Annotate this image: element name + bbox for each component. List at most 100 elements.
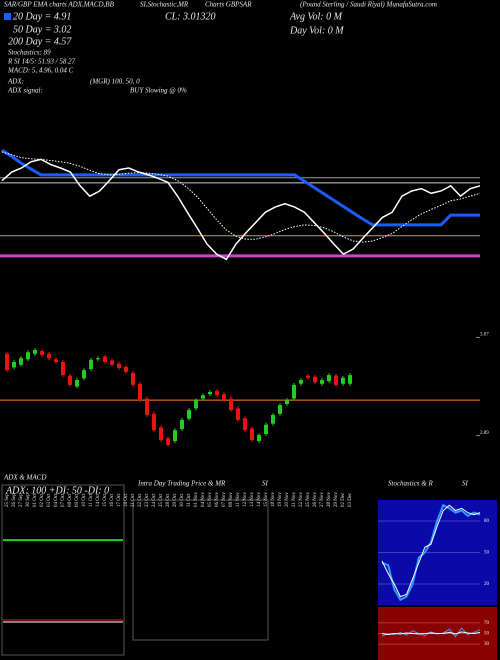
legend-entry: 50 Day = 3.02 <box>13 24 71 35</box>
title-mid: SI,Stochastic,MR <box>140 1 189 9</box>
y-tick-label: 30 <box>484 642 490 647</box>
y-tick-label: 3.07 <box>480 333 489 338</box>
y-tick-label: 20 <box>484 582 490 587</box>
x-tick-label: 11 Oct <box>89 493 94 507</box>
x-tick-label: 26 Nov <box>313 492 318 507</box>
candle-body <box>131 372 135 385</box>
y-tick-label: 50 <box>484 551 490 556</box>
candle-body <box>313 376 317 383</box>
adx-label: ADX: <box>7 78 24 86</box>
adx-title: ADX & MACD <box>3 474 46 482</box>
title-left: SAR/GBP EMA charts ADX,MACD,BB <box>4 1 115 9</box>
day-volume: Day Vol: 0 M <box>289 25 344 36</box>
legend-entry: 20 Day = 4.91 <box>13 11 71 22</box>
candle-body <box>229 398 233 410</box>
candle-body <box>47 353 51 359</box>
x-tick-label: 04 Nov <box>201 492 206 507</box>
y-tick-label: 50 <box>484 632 490 637</box>
ema-line <box>1 148 480 227</box>
x-tick-label: 29 Oct <box>173 493 178 507</box>
candle-body <box>278 405 282 414</box>
candle-body <box>194 400 198 409</box>
x-tick-label: 02 Oct <box>40 493 45 507</box>
y-tick-label: 70 <box>484 621 490 626</box>
x-tick-label: 10 Oct <box>82 493 87 507</box>
intraday-title-right: SI <box>262 480 269 488</box>
x-tick-label: 14 Oct <box>96 493 101 507</box>
x-tick-label: 28 Oct <box>166 493 171 507</box>
avg-volume: Avg Vol: 0 M <box>289 11 343 22</box>
x-tick-label: 16 Oct <box>110 493 115 507</box>
candle-body <box>110 360 114 365</box>
x-tick-label: 02 Dec <box>341 492 346 507</box>
rsi-line <box>381 627 481 638</box>
stochastic-line <box>381 504 481 598</box>
adx-value: (MGR) 100, 50, 0 <box>90 78 140 86</box>
x-tick-label: 18 Oct <box>124 493 129 507</box>
candle-body <box>222 394 226 401</box>
candle-body <box>117 363 121 368</box>
candle-body <box>306 375 310 378</box>
intraday-panel <box>132 499 269 641</box>
ema-line <box>1 151 481 243</box>
x-tick-label: 29 Nov <box>334 492 339 507</box>
candle-body <box>320 380 324 384</box>
x-tick-label: 30 Sep <box>26 493 31 507</box>
x-tick-label: 08 Oct <box>68 493 73 507</box>
candle-body <box>33 350 37 354</box>
candle-body <box>341 377 345 384</box>
x-tick-label: 07 Nov <box>222 492 227 507</box>
stochastic-title-right: SI <box>462 480 469 488</box>
candle-body <box>257 435 261 442</box>
adx-panel <box>1 484 125 656</box>
x-tick-label: 14 Nov <box>257 492 262 507</box>
x-tick-label: 19 Nov <box>278 492 283 507</box>
x-tick-label: 30 Oct <box>180 493 185 507</box>
candle-body <box>61 362 65 376</box>
x-tick-label: 25 Nov <box>306 492 311 507</box>
x-tick-label: 11 Nov <box>236 492 241 507</box>
x-tick-label: 07 Oct <box>61 493 66 507</box>
x-tick-label: 05 Nov <box>208 492 213 507</box>
candle-body <box>103 356 107 362</box>
rsi-line <box>381 631 481 636</box>
x-tick-label: 18 Nov <box>271 492 276 507</box>
title-right: (Pound Sterling / Saudi Riyal) MunafaSut… <box>300 1 437 9</box>
x-tick-label: 25 Sep <box>5 493 10 507</box>
candle-body <box>201 395 205 399</box>
candle-body <box>292 384 296 399</box>
candle-body <box>208 392 212 395</box>
candle-body <box>75 380 79 387</box>
candle-body <box>152 413 156 431</box>
stat: Stochastics: 89 <box>8 49 51 57</box>
candle-body <box>54 359 58 362</box>
x-tick-label: 28 Nov <box>327 492 332 507</box>
x-tick-label: 23 Oct <box>145 493 150 507</box>
candle-body <box>264 424 268 434</box>
candle-body <box>12 362 16 368</box>
x-tick-label: 13 Nov <box>250 492 255 507</box>
candle-body <box>166 438 170 445</box>
x-tick-label: 15 Nov <box>264 492 269 507</box>
intraday-title: Intra Day Trading Price & MR <box>137 480 226 488</box>
x-tick-label: 12 Nov <box>243 492 248 507</box>
price-line <box>1 158 481 261</box>
x-tick-label: 21 Nov <box>292 492 297 507</box>
candle-body <box>82 370 86 379</box>
y-tick-label: 2.89 <box>480 431 489 436</box>
x-tick-label: 24 Oct <box>152 493 157 507</box>
x-tick-label: 27 Nov <box>320 492 325 507</box>
legend-entry: 200 Day = 4.57 <box>8 36 72 47</box>
candle-body <box>299 380 303 384</box>
candle-body <box>19 358 23 365</box>
candle-body <box>96 358 100 360</box>
candle-body <box>334 375 338 385</box>
candle-body <box>159 427 163 440</box>
x-tick-label: 21 Oct <box>131 493 136 507</box>
y-tick-label: 80 <box>484 519 490 524</box>
stat: MACD: 5, 4.96, 0.04 C <box>7 67 74 75</box>
adx-signal-label: ADX signal: <box>7 87 43 95</box>
stochastic-title: Stochastics & R <box>388 480 433 488</box>
